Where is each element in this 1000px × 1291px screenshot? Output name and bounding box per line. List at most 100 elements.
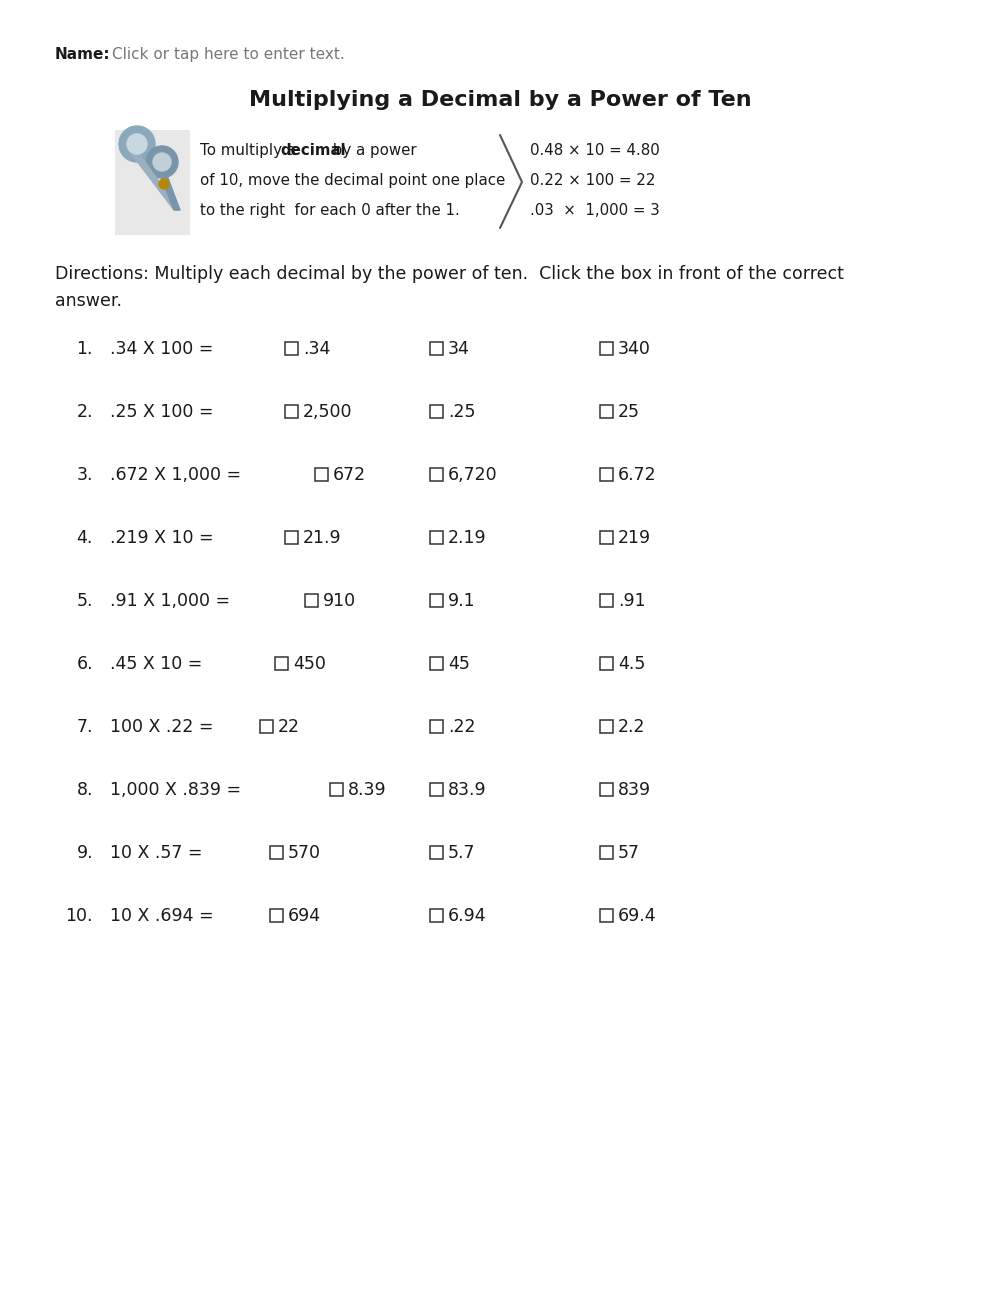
Circle shape (146, 146, 178, 178)
Text: Multiplying a Decimal by a Power of Ten: Multiplying a Decimal by a Power of Ten (249, 90, 751, 110)
Text: decimal: decimal (280, 143, 346, 158)
Text: by a power: by a power (328, 143, 417, 158)
Text: .34 X 100 =: .34 X 100 = (110, 340, 213, 358)
FancyBboxPatch shape (600, 909, 613, 922)
Circle shape (159, 179, 169, 188)
FancyBboxPatch shape (600, 531, 613, 544)
Text: .672 X 1,000 =: .672 X 1,000 = (110, 466, 241, 484)
Text: 570: 570 (288, 844, 321, 862)
FancyBboxPatch shape (600, 719, 613, 732)
Circle shape (153, 154, 171, 170)
Text: 450: 450 (293, 655, 326, 673)
Text: Directions: Multiply each decimal by the power of ten.  Click the box in front o: Directions: Multiply each decimal by the… (55, 265, 844, 283)
FancyBboxPatch shape (430, 846, 443, 859)
FancyBboxPatch shape (600, 846, 613, 859)
Text: to the right  for each 0 after the 1.: to the right for each 0 after the 1. (200, 203, 460, 218)
Text: 4.: 4. (77, 529, 93, 547)
Polygon shape (130, 147, 180, 210)
FancyBboxPatch shape (600, 657, 613, 670)
FancyBboxPatch shape (115, 130, 190, 235)
FancyBboxPatch shape (600, 467, 613, 480)
Text: 34: 34 (448, 340, 470, 358)
FancyBboxPatch shape (270, 909, 283, 922)
Text: 83.9: 83.9 (448, 781, 487, 799)
Text: 5.: 5. (76, 593, 93, 611)
Text: 0.48 × 10 = 4.80: 0.48 × 10 = 4.80 (530, 143, 660, 158)
Text: 2.19: 2.19 (448, 529, 487, 547)
Text: .25: .25 (448, 403, 476, 421)
Text: 25: 25 (618, 403, 640, 421)
Text: 3.: 3. (76, 466, 93, 484)
Text: 9.: 9. (76, 844, 93, 862)
FancyBboxPatch shape (430, 909, 443, 922)
Text: .34: .34 (303, 340, 330, 358)
FancyBboxPatch shape (430, 404, 443, 417)
Text: 100 X .22 =: 100 X .22 = (110, 718, 214, 736)
FancyBboxPatch shape (600, 782, 613, 795)
Text: 45: 45 (448, 655, 470, 673)
Text: 21.9: 21.9 (303, 529, 342, 547)
FancyBboxPatch shape (270, 846, 283, 859)
Text: 672: 672 (333, 466, 366, 484)
Circle shape (127, 134, 147, 154)
FancyBboxPatch shape (600, 594, 613, 607)
FancyBboxPatch shape (600, 342, 613, 355)
Text: Name:: Name: (55, 46, 111, 62)
Text: 6.94: 6.94 (448, 908, 487, 924)
Text: 340: 340 (618, 340, 651, 358)
Text: of 10, move the decimal point one place: of 10, move the decimal point one place (200, 173, 505, 188)
FancyBboxPatch shape (285, 342, 298, 355)
FancyBboxPatch shape (330, 782, 343, 795)
FancyBboxPatch shape (260, 719, 273, 732)
Text: 9.1: 9.1 (448, 593, 476, 611)
FancyBboxPatch shape (600, 404, 613, 417)
Text: 6,720: 6,720 (448, 466, 498, 484)
Text: 694: 694 (288, 908, 321, 924)
Text: 6.72: 6.72 (618, 466, 657, 484)
Text: 22: 22 (278, 718, 300, 736)
FancyBboxPatch shape (430, 342, 443, 355)
Text: 6.: 6. (76, 655, 93, 673)
FancyBboxPatch shape (275, 657, 288, 670)
Text: .25 X 100 =: .25 X 100 = (110, 403, 214, 421)
Text: 7.: 7. (76, 718, 93, 736)
Text: 0.22 × 100 = 22: 0.22 × 100 = 22 (530, 173, 656, 188)
FancyBboxPatch shape (430, 719, 443, 732)
FancyBboxPatch shape (285, 404, 298, 417)
FancyBboxPatch shape (430, 782, 443, 795)
Text: 8.: 8. (76, 781, 93, 799)
Text: .45 X 10 =: .45 X 10 = (110, 655, 202, 673)
Text: 57: 57 (618, 844, 640, 862)
FancyBboxPatch shape (430, 657, 443, 670)
Text: 8.39: 8.39 (348, 781, 387, 799)
Text: .91 X 1,000 =: .91 X 1,000 = (110, 593, 230, 611)
Circle shape (119, 127, 155, 161)
FancyBboxPatch shape (430, 531, 443, 544)
Text: 10 X .57 =: 10 X .57 = (110, 844, 202, 862)
Text: 219: 219 (618, 529, 651, 547)
Text: answer.: answer. (55, 292, 122, 310)
Text: Click or tap here to enter text.: Click or tap here to enter text. (112, 46, 345, 62)
Text: 5.7: 5.7 (448, 844, 476, 862)
Text: 2.: 2. (76, 403, 93, 421)
Text: .219 X 10 =: .219 X 10 = (110, 529, 214, 547)
FancyBboxPatch shape (305, 594, 318, 607)
Text: 10.: 10. (66, 908, 93, 924)
Text: 4.5: 4.5 (618, 655, 645, 673)
Text: 910: 910 (323, 593, 356, 611)
Text: 1.: 1. (76, 340, 93, 358)
FancyBboxPatch shape (315, 467, 328, 480)
Text: .03  ×  1,000 = 3: .03 × 1,000 = 3 (530, 203, 660, 218)
Text: 1,000 X .839 =: 1,000 X .839 = (110, 781, 241, 799)
Text: .22: .22 (448, 718, 476, 736)
Text: 839: 839 (618, 781, 651, 799)
FancyBboxPatch shape (430, 467, 443, 480)
Polygon shape (156, 161, 180, 210)
Text: 69.4: 69.4 (618, 908, 657, 924)
Text: 2.2: 2.2 (618, 718, 646, 736)
Text: 10 X .694 =: 10 X .694 = (110, 908, 214, 924)
Text: .91: .91 (618, 593, 646, 611)
FancyBboxPatch shape (285, 531, 298, 544)
Text: To multiply a: To multiply a (200, 143, 301, 158)
FancyBboxPatch shape (430, 594, 443, 607)
